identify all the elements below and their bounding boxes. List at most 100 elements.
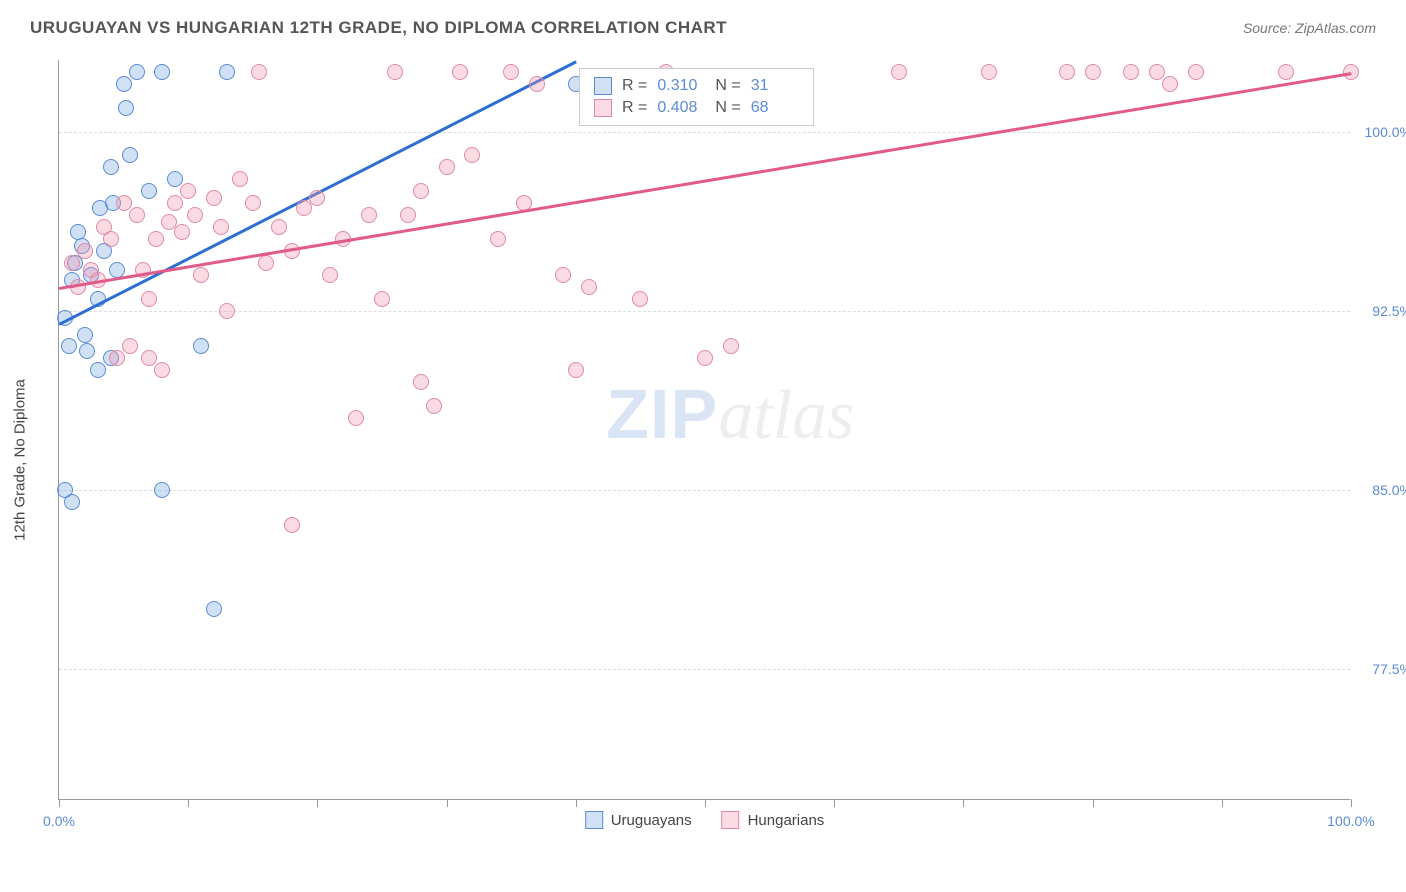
scatter-point xyxy=(464,147,480,163)
y-tick-label: 85.0% xyxy=(1372,482,1406,498)
scatter-point xyxy=(245,195,261,211)
scatter-point xyxy=(697,350,713,366)
scatter-point xyxy=(452,64,468,80)
scatter-point xyxy=(116,76,132,92)
r-value: 0.310 xyxy=(657,77,705,95)
scatter-point xyxy=(219,303,235,319)
scatter-point xyxy=(206,601,222,617)
scatter-point xyxy=(981,64,997,80)
scatter-point xyxy=(206,190,222,206)
plot-area: ZIPatlas 77.5%85.0%92.5%100.0%0.0%100.0%… xyxy=(58,60,1350,800)
scatter-point xyxy=(154,482,170,498)
x-tick xyxy=(1093,799,1094,807)
n-label: N = xyxy=(715,77,740,95)
legend-series: Uruguayans Hungarians xyxy=(585,811,825,829)
scatter-point xyxy=(1278,64,1294,80)
scatter-point xyxy=(361,207,377,223)
scatter-point xyxy=(632,291,648,307)
scatter-point xyxy=(219,64,235,80)
scatter-point xyxy=(109,350,125,366)
scatter-point xyxy=(284,517,300,533)
scatter-point xyxy=(322,267,338,283)
scatter-point xyxy=(122,338,138,354)
chart-source: Source: ZipAtlas.com xyxy=(1243,20,1376,36)
scatter-point xyxy=(891,64,907,80)
n-label: N = xyxy=(715,99,740,117)
scatter-point xyxy=(413,374,429,390)
scatter-point xyxy=(77,327,93,343)
scatter-point xyxy=(555,267,571,283)
scatter-point xyxy=(374,291,390,307)
x-tick-label: 100.0% xyxy=(1327,813,1374,829)
scatter-point xyxy=(118,100,134,116)
x-tick xyxy=(188,799,189,807)
x-tick xyxy=(1351,799,1352,807)
scatter-point xyxy=(503,64,519,80)
x-tick xyxy=(576,799,577,807)
scatter-point xyxy=(400,207,416,223)
r-label: R = xyxy=(622,77,647,95)
scatter-point xyxy=(258,255,274,271)
r-label: R = xyxy=(622,99,647,117)
scatter-point xyxy=(103,231,119,247)
x-tick xyxy=(705,799,706,807)
scatter-point xyxy=(174,224,190,240)
scatter-point xyxy=(154,362,170,378)
scatter-point xyxy=(129,64,145,80)
scatter-point xyxy=(141,183,157,199)
watermark: ZIPatlas xyxy=(606,374,854,456)
scatter-point xyxy=(90,362,106,378)
scatter-point xyxy=(148,231,164,247)
scatter-point xyxy=(1059,64,1075,80)
y-axis-label: 12th Grade, No Diploma xyxy=(12,379,29,541)
scatter-point xyxy=(490,231,506,247)
x-tick-label: 0.0% xyxy=(43,813,75,829)
scatter-point xyxy=(271,219,287,235)
scatter-point xyxy=(167,171,183,187)
scatter-point xyxy=(1162,76,1178,92)
x-tick xyxy=(317,799,318,807)
scatter-point xyxy=(413,183,429,199)
scatter-point xyxy=(61,338,77,354)
scatter-point xyxy=(1188,64,1204,80)
y-tick-label: 92.5% xyxy=(1372,303,1406,319)
scatter-point xyxy=(426,398,442,414)
watermark-atlas: atlas xyxy=(718,377,854,454)
n-value: 31 xyxy=(751,77,799,95)
x-tick xyxy=(447,799,448,807)
gridline xyxy=(59,669,1350,670)
scatter-point xyxy=(141,291,157,307)
scatter-point xyxy=(154,64,170,80)
scatter-point xyxy=(309,190,325,206)
chart-header: URUGUAYAN VS HUNGARIAN 12TH GRADE, NO DI… xyxy=(0,0,1406,48)
scatter-point xyxy=(568,362,584,378)
scatter-point xyxy=(581,279,597,295)
legend-swatch xyxy=(594,77,612,95)
scatter-point xyxy=(103,159,119,175)
scatter-point xyxy=(723,338,739,354)
y-tick-label: 100.0% xyxy=(1365,124,1406,140)
legend-stats-row: R =0.408N =68 xyxy=(594,97,799,119)
scatter-point xyxy=(387,64,403,80)
legend-swatch xyxy=(594,99,612,117)
scatter-point xyxy=(1123,64,1139,80)
scatter-point xyxy=(193,267,209,283)
x-tick xyxy=(59,799,60,807)
chart-container: 12th Grade, No Diploma ZIPatlas 77.5%85.… xyxy=(30,50,1380,870)
scatter-point xyxy=(64,494,80,510)
y-tick-label: 77.5% xyxy=(1372,661,1406,677)
scatter-point xyxy=(122,147,138,163)
gridline xyxy=(59,132,1350,133)
legend-series-label: Hungarians xyxy=(748,812,825,829)
scatter-point xyxy=(187,207,203,223)
x-tick xyxy=(963,799,964,807)
legend-series-label: Uruguayans xyxy=(611,812,692,829)
scatter-point xyxy=(77,243,93,259)
scatter-point xyxy=(1085,64,1101,80)
scatter-point xyxy=(348,410,364,426)
scatter-point xyxy=(64,255,80,271)
scatter-point xyxy=(529,76,545,92)
scatter-point xyxy=(116,195,132,211)
legend-series-item: Hungarians xyxy=(722,811,825,829)
legend-swatch xyxy=(585,811,603,829)
